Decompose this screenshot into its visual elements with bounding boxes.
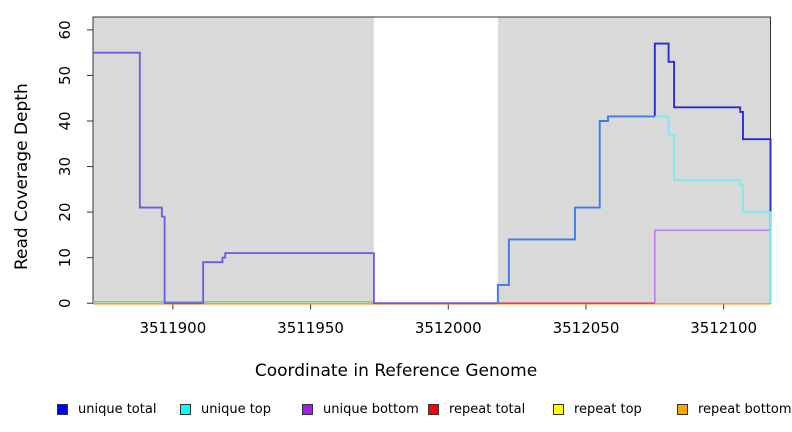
y-tick-label: 0	[56, 298, 74, 308]
legend-label: repeat top	[574, 401, 642, 417]
legend-swatch-repeat-top	[553, 403, 564, 415]
x-tick-label: 3512000	[415, 319, 482, 337]
y-tick-label: 10	[56, 248, 74, 267]
x-axis-title: Coordinate in Reference Genome	[254, 361, 538, 381]
y-tick-label: 60	[56, 20, 74, 39]
y-axis-title: Read Coverage Depth	[12, 83, 32, 270]
legend-label: unique total	[78, 401, 157, 417]
y-tick-label: 40	[56, 111, 74, 130]
legend-label: unique bottom	[323, 401, 419, 417]
unique-total-top-overlap-line	[496, 115, 655, 304]
y-tick-label: 30	[56, 157, 74, 176]
legend-item-repeat-top: repeat top	[553, 400, 642, 418]
legend-swatch-unique-total	[57, 403, 68, 415]
unique-top-line	[654, 115, 772, 304]
plot-bg-left	[93, 17, 374, 304]
legend-swatch-repeat-bottom	[677, 403, 688, 415]
legend: unique total unique top unique bottom repea…	[0, 400, 792, 424]
legend-item-repeat-bottom: repeat bottom	[677, 400, 792, 418]
legend-item-unique-total: unique total	[57, 400, 156, 418]
unique-total-line	[653, 42, 772, 304]
x-tick-label: 3512050	[553, 319, 620, 337]
x-tick-label: 3511950	[277, 319, 344, 337]
legend-swatch-unique-bottom	[302, 403, 313, 415]
x-tick-label: 3512100	[690, 319, 757, 337]
legend-item-unique-bottom: unique bottom	[302, 400, 419, 418]
y-tick-label: 20	[56, 203, 74, 222]
legend-item-repeat-total: repeat total	[428, 400, 525, 418]
x-tick-label: 3511900	[139, 319, 206, 337]
legend-item-unique-top: unique top	[180, 400, 271, 418]
unique-total-bottom-overlap-line	[93, 51, 498, 305]
legend-label: repeat bottom	[698, 401, 792, 417]
gap-region	[373, 17, 498, 304]
legend-label: unique top	[201, 401, 272, 417]
legend-label: repeat total	[449, 401, 526, 417]
legend-swatch-repeat-total	[428, 403, 439, 415]
y-tick-label: 50	[56, 66, 74, 85]
legend-swatch-unique-top	[180, 403, 191, 415]
plot-bg-right	[497, 17, 771, 304]
